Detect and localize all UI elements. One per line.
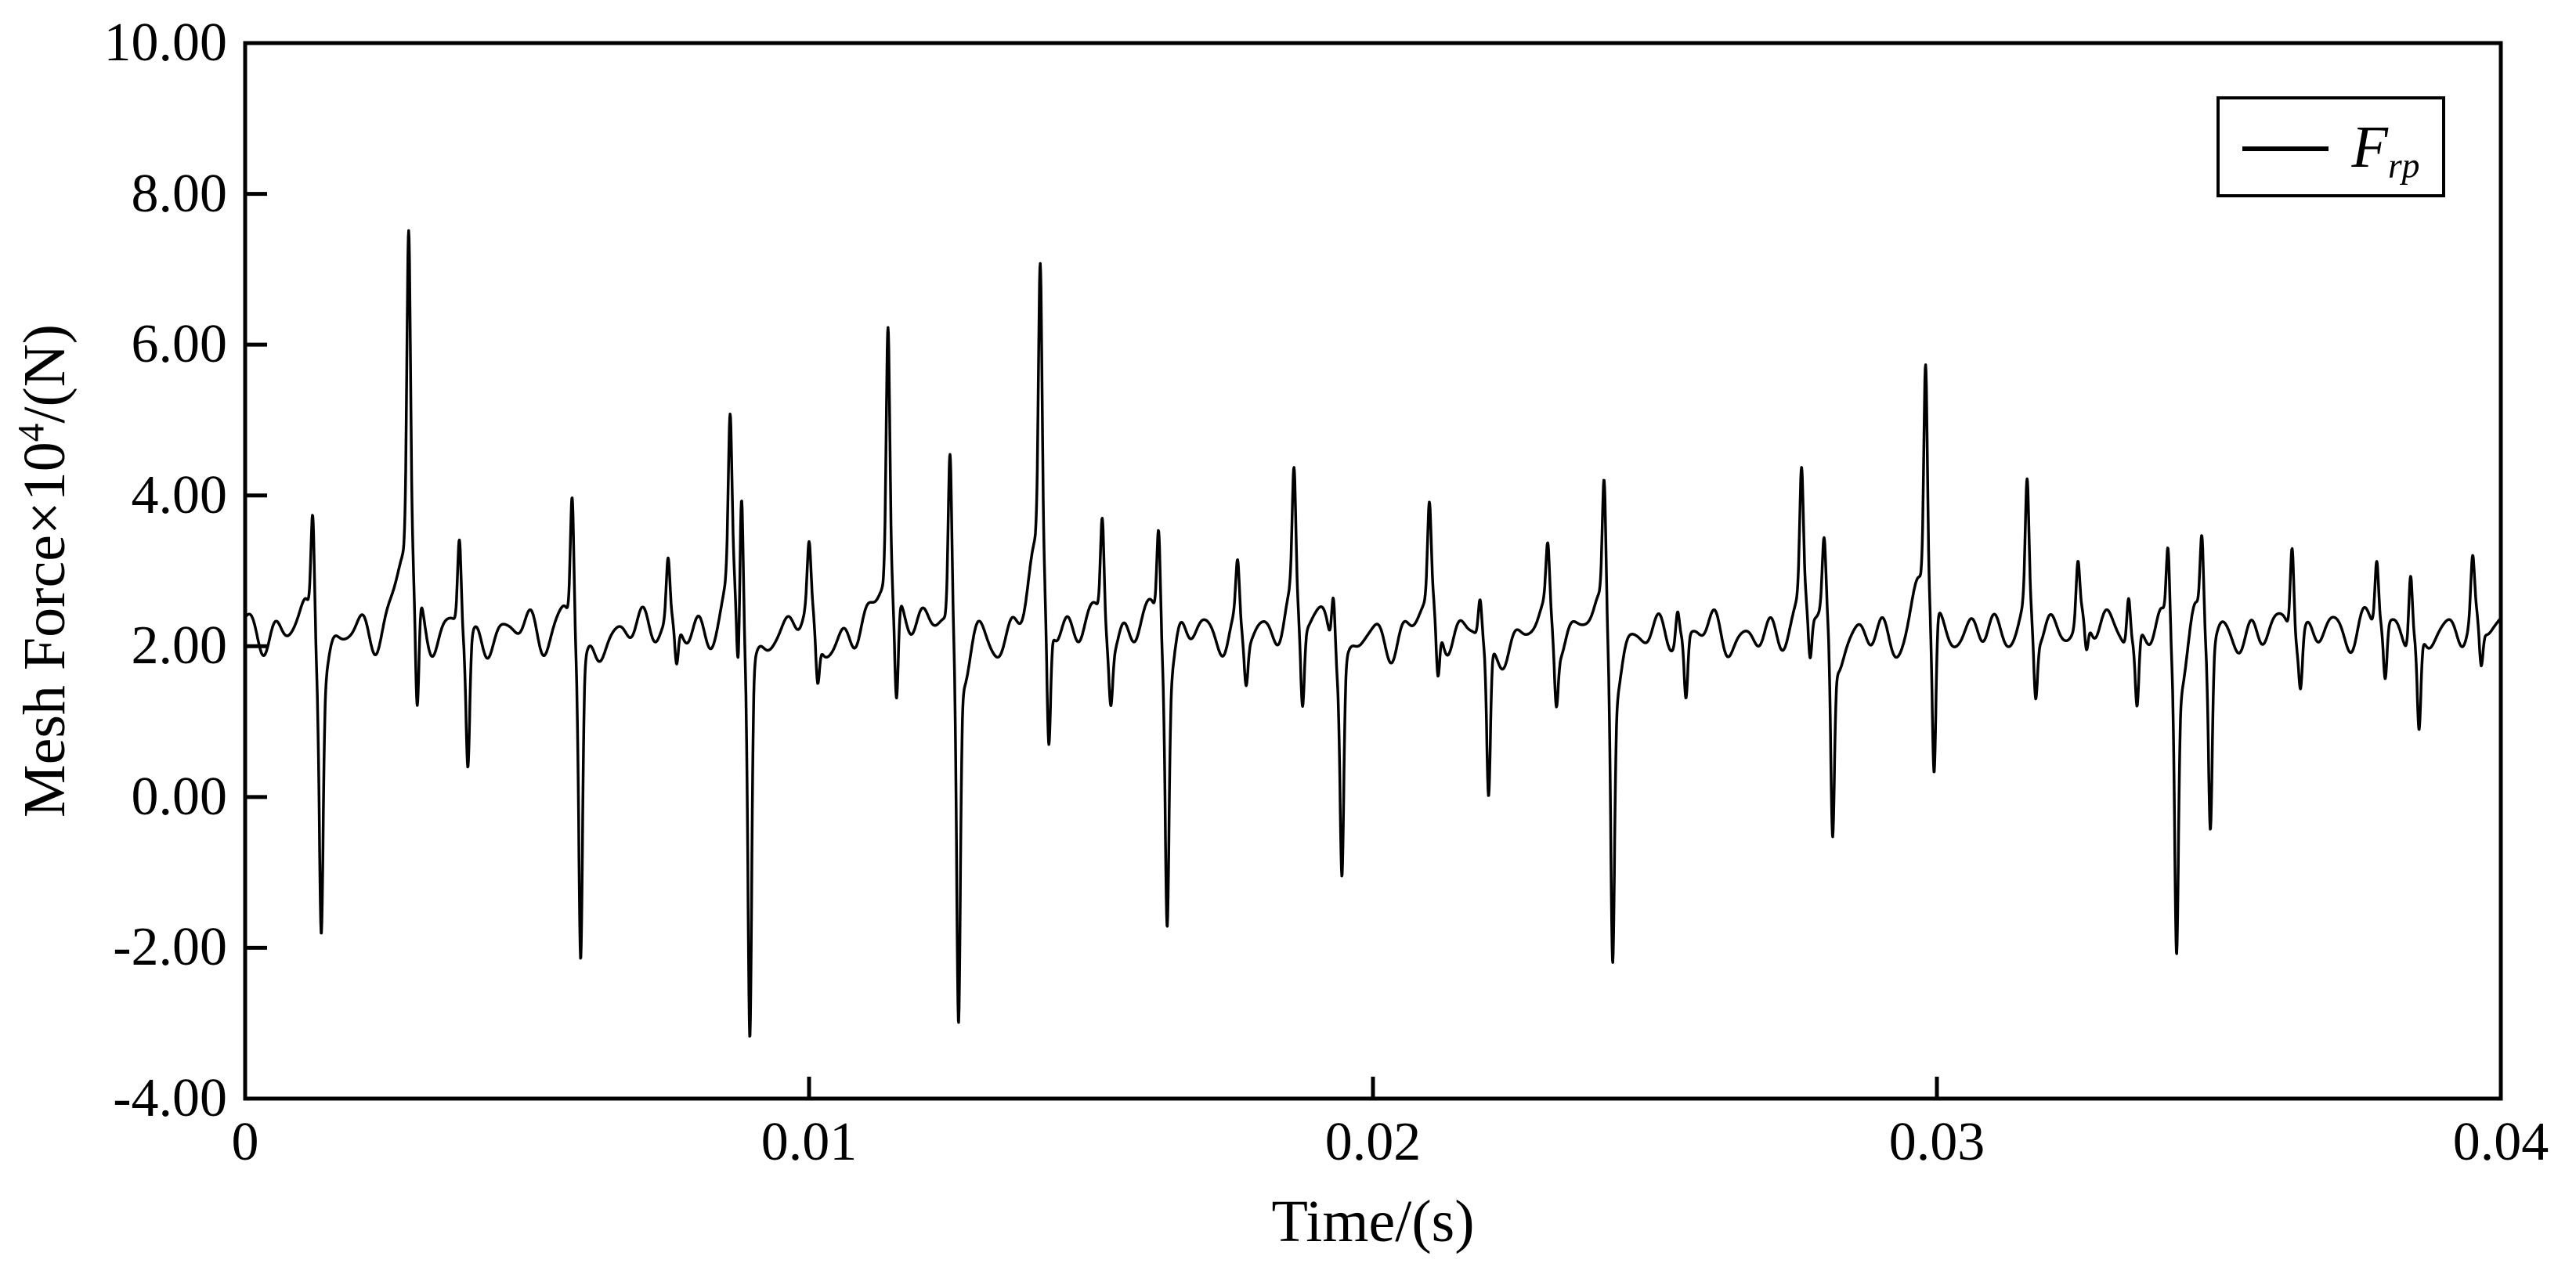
x-axis-title: Time/(s) — [1271, 1189, 1475, 1254]
x-tick-label: 0.04 — [2452, 1112, 2549, 1172]
y-axis-title-unit: /(N) — [12, 324, 78, 424]
x-tick-label: 0.01 — [761, 1112, 858, 1172]
y-tick-label: 10.00 — [103, 13, 228, 73]
y-tick-label: 6.00 — [131, 314, 228, 375]
x-tick-label: 0 — [231, 1112, 259, 1172]
legend-label-subscript: rp — [2387, 145, 2420, 186]
y-tick-label: 8.00 — [131, 163, 228, 224]
legend-line-sample — [2242, 146, 2329, 151]
plot-spines — [243, 41, 2503, 1101]
y-tick-label: -4.00 — [113, 1068, 227, 1128]
y-tick-label: -2.00 — [113, 917, 227, 978]
axis-ticks — [245, 192, 1939, 1099]
y-axis-title-text: Mesh Force×10 — [12, 442, 78, 817]
x-tick-label: 0.02 — [1324, 1112, 1422, 1172]
waveform-frp-series — [245, 229, 2501, 1038]
y-tick-label: 0.00 — [131, 766, 228, 827]
legend-label-main: F — [2351, 114, 2388, 180]
y-tick-label: 4.00 — [131, 464, 228, 525]
x-tick-label: 0.03 — [1888, 1112, 1985, 1172]
y-tick-label: 2.00 — [131, 615, 228, 677]
legend-label: Frp — [2351, 114, 2420, 183]
y-axis-title-superscript: 4 — [11, 423, 52, 442]
legend: Frp — [2217, 96, 2445, 197]
y-axis-title: Mesh Force×104/(N) — [11, 324, 78, 817]
